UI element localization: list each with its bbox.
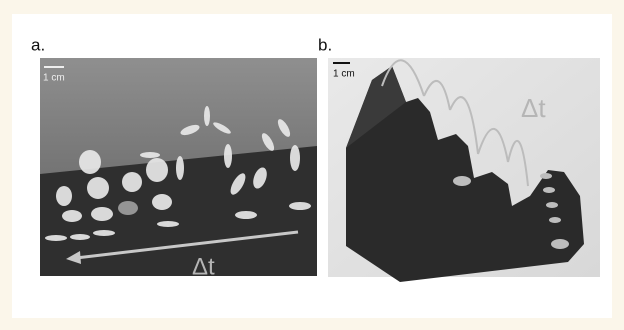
figure: a. [0,0,624,330]
delta-t-label: Δt [521,93,546,123]
panel-label: b. [318,35,332,54]
photo-a [40,58,317,276]
panel-label: a. [31,35,45,54]
scale-bar-label: 1 cm [333,69,355,80]
photo-b [328,58,600,282]
delta-t-label: Δt [192,253,215,280]
scale-bar-label: 1 cm [43,73,65,84]
